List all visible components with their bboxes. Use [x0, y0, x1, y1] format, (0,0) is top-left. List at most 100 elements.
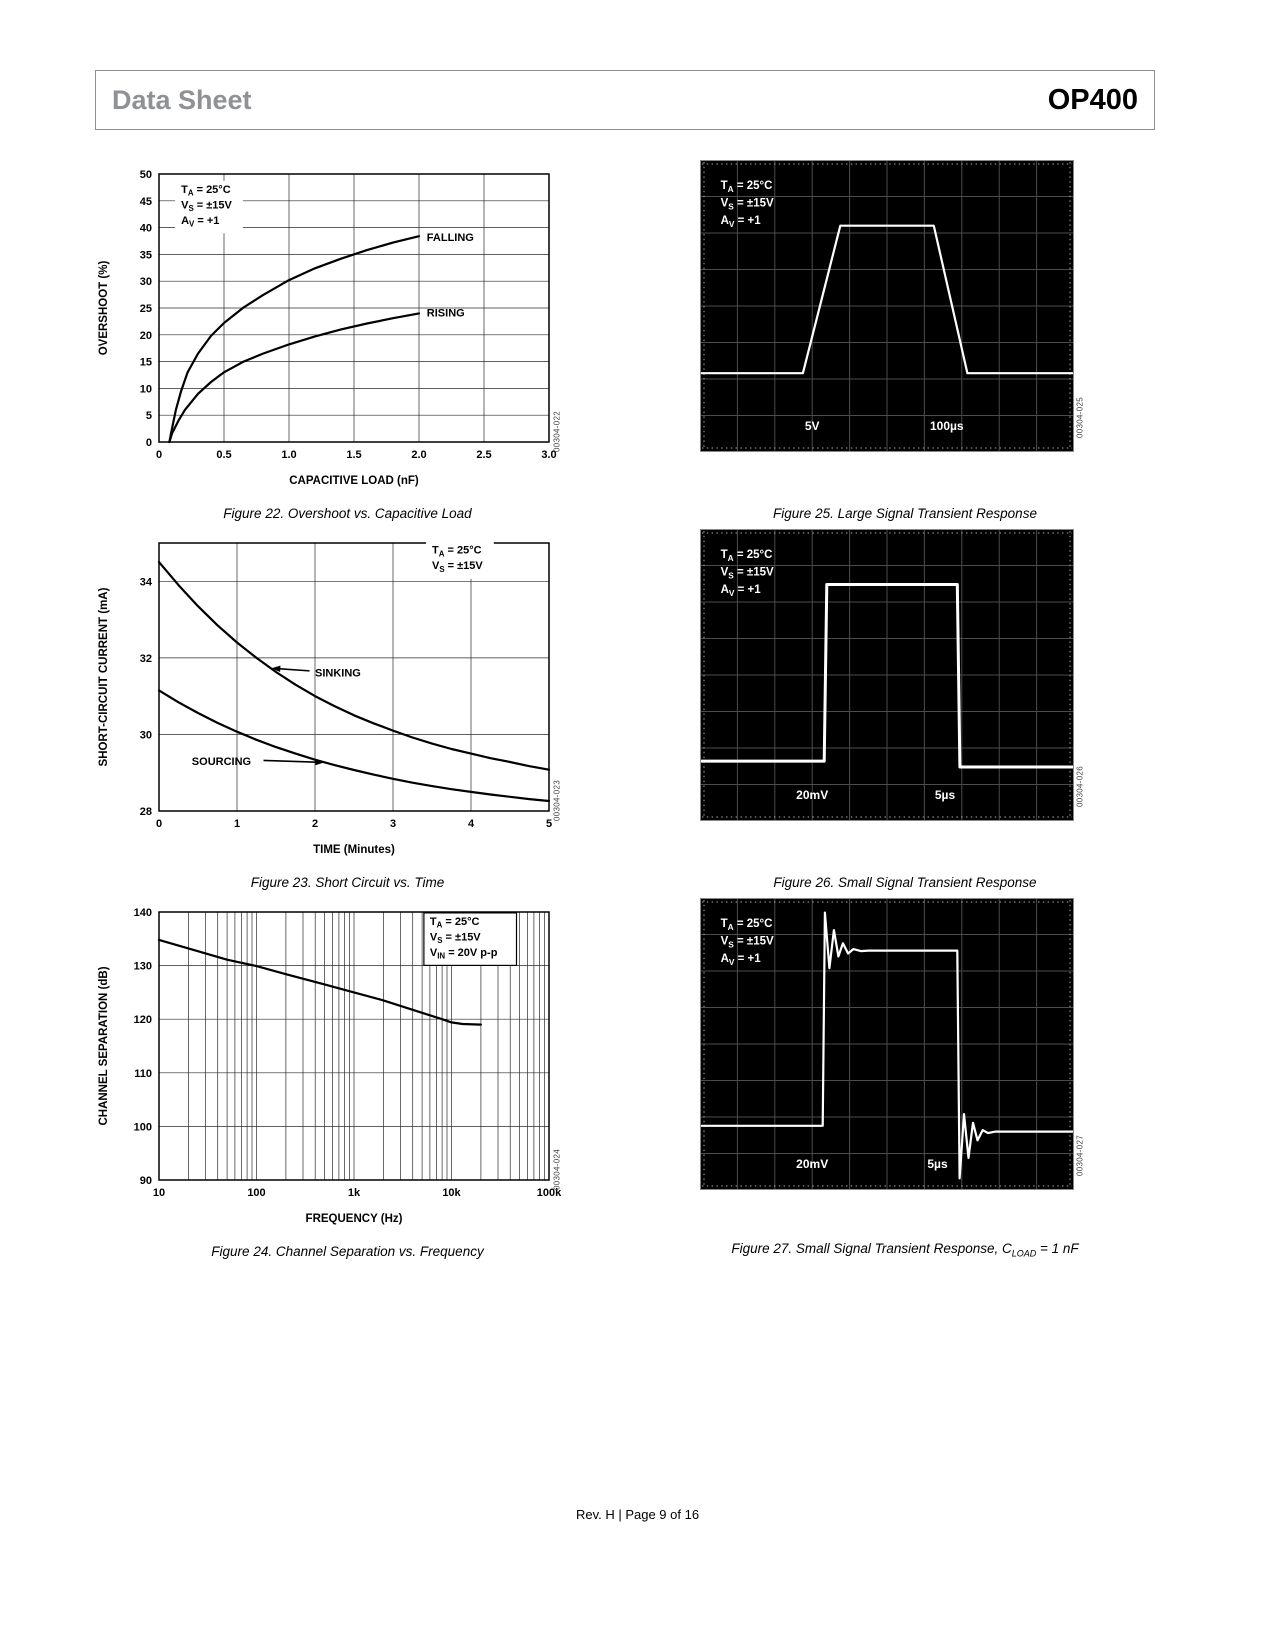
svg-text:110: 110	[134, 1068, 152, 1080]
svg-text:2.0: 2.0	[411, 449, 426, 461]
svg-text:TA = 25°C: TA = 25°C	[721, 549, 773, 563]
svg-text:1: 1	[234, 818, 240, 830]
svg-text:CHANNEL SEPARATION (dB): CHANNEL SEPARATION (dB)	[98, 966, 110, 1125]
svg-text:0: 0	[146, 437, 152, 449]
svg-text:120: 120	[134, 1014, 152, 1026]
svg-text:5µs: 5µs	[927, 1157, 948, 1171]
figure-26-body: 20mV 5µs TA = 25°C VS = ±15V AV = +1 00304-0…	[670, 529, 1140, 821]
svg-text:RISING: RISING	[427, 307, 465, 319]
fig24-caption: Figure 24. Channel Separation vs. Freque…	[211, 1244, 484, 1259]
page-footer: Rev. H | Page 9 of 16	[575, 1507, 700, 1522]
part-number: OP400	[1047, 83, 1138, 116]
figure-23-body: 0 1 2 3 4 5 28 30 32 34 TIME (Minutes) SHORT-CIRCUI…	[95, 529, 600, 861]
svg-text:0: 0	[156, 449, 162, 461]
svg-text:30: 30	[140, 729, 152, 741]
svg-text:SOURCING: SOURCING	[192, 756, 251, 768]
svg-text:CAPACITIVE LOAD (nF): CAPACITIVE LOAD (nF)	[289, 475, 419, 487]
svg-text:VS = ±15V: VS = ±15V	[721, 936, 774, 950]
svg-text:100µs: 100µs	[930, 419, 964, 433]
svg-text:VS = ±15V: VS = ±15V	[721, 198, 774, 212]
svg-text:TA = 25°C: TA = 25°C	[721, 918, 773, 932]
svg-text:25: 25	[140, 303, 152, 315]
figures-grid: 0 0.5 1.0 1.5 2.0 2.5 3.0 0 5 10 15 20 25 30 35 40 45 50 C…	[95, 160, 1175, 1267]
fig27-caption: Figure 27. Small Signal Transient Respon…	[731, 1241, 1079, 1259]
svg-text:2: 2	[312, 818, 318, 830]
svg-text:40: 40	[140, 223, 152, 235]
svg-text:5V: 5V	[805, 419, 820, 433]
figure-26: 20mV 5µs TA = 25°C VS = ±15V AV = +1 00304-0…	[670, 529, 1140, 898]
figure-24: 10 100 1k 10k 100k 90 100 110 120 130 140 FREQUENCY…	[95, 898, 600, 1267]
svg-text:3.0: 3.0	[541, 449, 556, 461]
svg-text:VS = ±15V: VS = ±15V	[181, 199, 232, 213]
svg-text:90: 90	[140, 1175, 152, 1187]
fig26-code: 00304-026	[1075, 766, 1085, 807]
svg-text:3: 3	[390, 818, 396, 830]
fig24-code: 00304-024	[552, 1149, 562, 1190]
fig22-caption: Figure 22. Overshoot vs. Capacitive Load	[223, 506, 472, 521]
svg-text:5: 5	[546, 818, 552, 830]
svg-text:5: 5	[146, 410, 152, 422]
svg-text:SINKING: SINKING	[315, 667, 361, 679]
svg-text:100: 100	[134, 1121, 152, 1133]
svg-text:20mV: 20mV	[796, 788, 828, 802]
svg-text:5µs: 5µs	[935, 788, 956, 802]
figure-22-body: 0 0.5 1.0 1.5 2.0 2.5 3.0 0 5 10 15 20 25 30 35 40 45 50 C…	[95, 160, 600, 492]
svg-text:10: 10	[140, 383, 152, 395]
svg-text:20mV: 20mV	[796, 1157, 828, 1171]
figure-24-body: 10 100 1k 10k 100k 90 100 110 120 130 140 FREQUENCY…	[95, 898, 600, 1230]
fig22-overshoot-chart: 0 0.5 1.0 1.5 2.0 2.5 3.0 0 5 10 15 20 25 30 35 40 45 50 C…	[98, 169, 557, 487]
svg-text:35: 35	[140, 249, 152, 261]
svg-text:2.5: 2.5	[476, 449, 491, 461]
svg-text:VS = ±15V: VS = ±15V	[432, 560, 483, 574]
svg-text:TA = 25°C: TA = 25°C	[181, 184, 231, 198]
svg-text:VS = ±15V: VS = ±15V	[430, 931, 481, 945]
svg-text:1.0: 1.0	[281, 449, 296, 461]
svg-text:AV = +1: AV = +1	[181, 215, 219, 229]
svg-text:TA = 25°C: TA = 25°C	[430, 916, 480, 930]
svg-text:TA = 25°C: TA = 25°C	[432, 545, 482, 559]
svg-text:34: 34	[140, 576, 153, 588]
fig22-code: 00304-022	[552, 411, 562, 452]
svg-text:32: 32	[140, 653, 152, 665]
svg-text:TIME (Minutes): TIME (Minutes)	[313, 844, 395, 856]
svg-text:50: 50	[140, 169, 152, 181]
svg-text:45: 45	[140, 196, 152, 208]
fig26-caption: Figure 26. Small Signal Transient Respon…	[773, 875, 1037, 890]
figure-23: 0 1 2 3 4 5 28 30 32 34 TIME (Minutes) SHORT-CIRCUI…	[95, 529, 600, 898]
svg-text:0: 0	[156, 818, 162, 830]
svg-text:1k: 1k	[348, 1187, 361, 1199]
svg-text:FREQUENCY (Hz): FREQUENCY (Hz)	[306, 1213, 403, 1225]
svg-text:4: 4	[468, 818, 475, 830]
svg-text:10k: 10k	[442, 1187, 461, 1199]
svg-text:130: 130	[134, 961, 152, 973]
svg-text:0.5: 0.5	[216, 449, 231, 461]
svg-text:VS = ±15V: VS = ±15V	[721, 567, 774, 581]
fig23-caption: Figure 23. Short Circuit vs. Time	[250, 875, 445, 890]
fig25-code: 00304-025	[1075, 397, 1085, 438]
svg-text:100: 100	[247, 1187, 265, 1199]
fig27-scope-image: 20mV 5µs TA = 25°C VS = ±15V AV = +1	[700, 898, 1074, 1190]
header: Data Sheet OP400	[95, 70, 1155, 130]
svg-text:20: 20	[140, 330, 152, 342]
svg-text:TA = 25°C: TA = 25°C	[721, 180, 773, 194]
svg-text:28: 28	[140, 806, 152, 818]
fig25-scope-image: 5V 100µs TA = 25°C VS = ±15V AV = +1	[700, 160, 1074, 452]
fig23-code: 00304-023	[552, 780, 562, 821]
svg-text:100k: 100k	[537, 1187, 562, 1199]
svg-text:140: 140	[134, 907, 152, 919]
figure-25-body: 5V 100µs TA = 25°C VS = ±15V AV = +1 00304-0…	[670, 160, 1140, 452]
svg-text:10: 10	[153, 1187, 165, 1199]
svg-text:AV = +1: AV = +1	[721, 215, 762, 229]
svg-text:SHORT-CIRCUIT CURRENT (mA): SHORT-CIRCUIT CURRENT (mA)	[98, 587, 110, 766]
figure-27: 20mV 5µs TA = 25°C VS = ±15V AV = +1 00304-0…	[670, 898, 1140, 1267]
figure-25: 5V 100µs TA = 25°C VS = ±15V AV = +1 00304-0…	[670, 160, 1140, 529]
svg-text:AV = +1: AV = +1	[721, 584, 762, 598]
svg-text:OVERSHOOT (%): OVERSHOOT (%)	[98, 261, 110, 356]
doc-type-title: Data Sheet	[112, 84, 252, 115]
svg-text:30: 30	[140, 276, 152, 288]
svg-text:AV = +1: AV = +1	[721, 953, 762, 967]
svg-text:FALLING: FALLING	[427, 232, 474, 244]
fig26-scope-image: 20mV 5µs TA = 25°C VS = ±15V AV = +1	[700, 529, 1074, 821]
